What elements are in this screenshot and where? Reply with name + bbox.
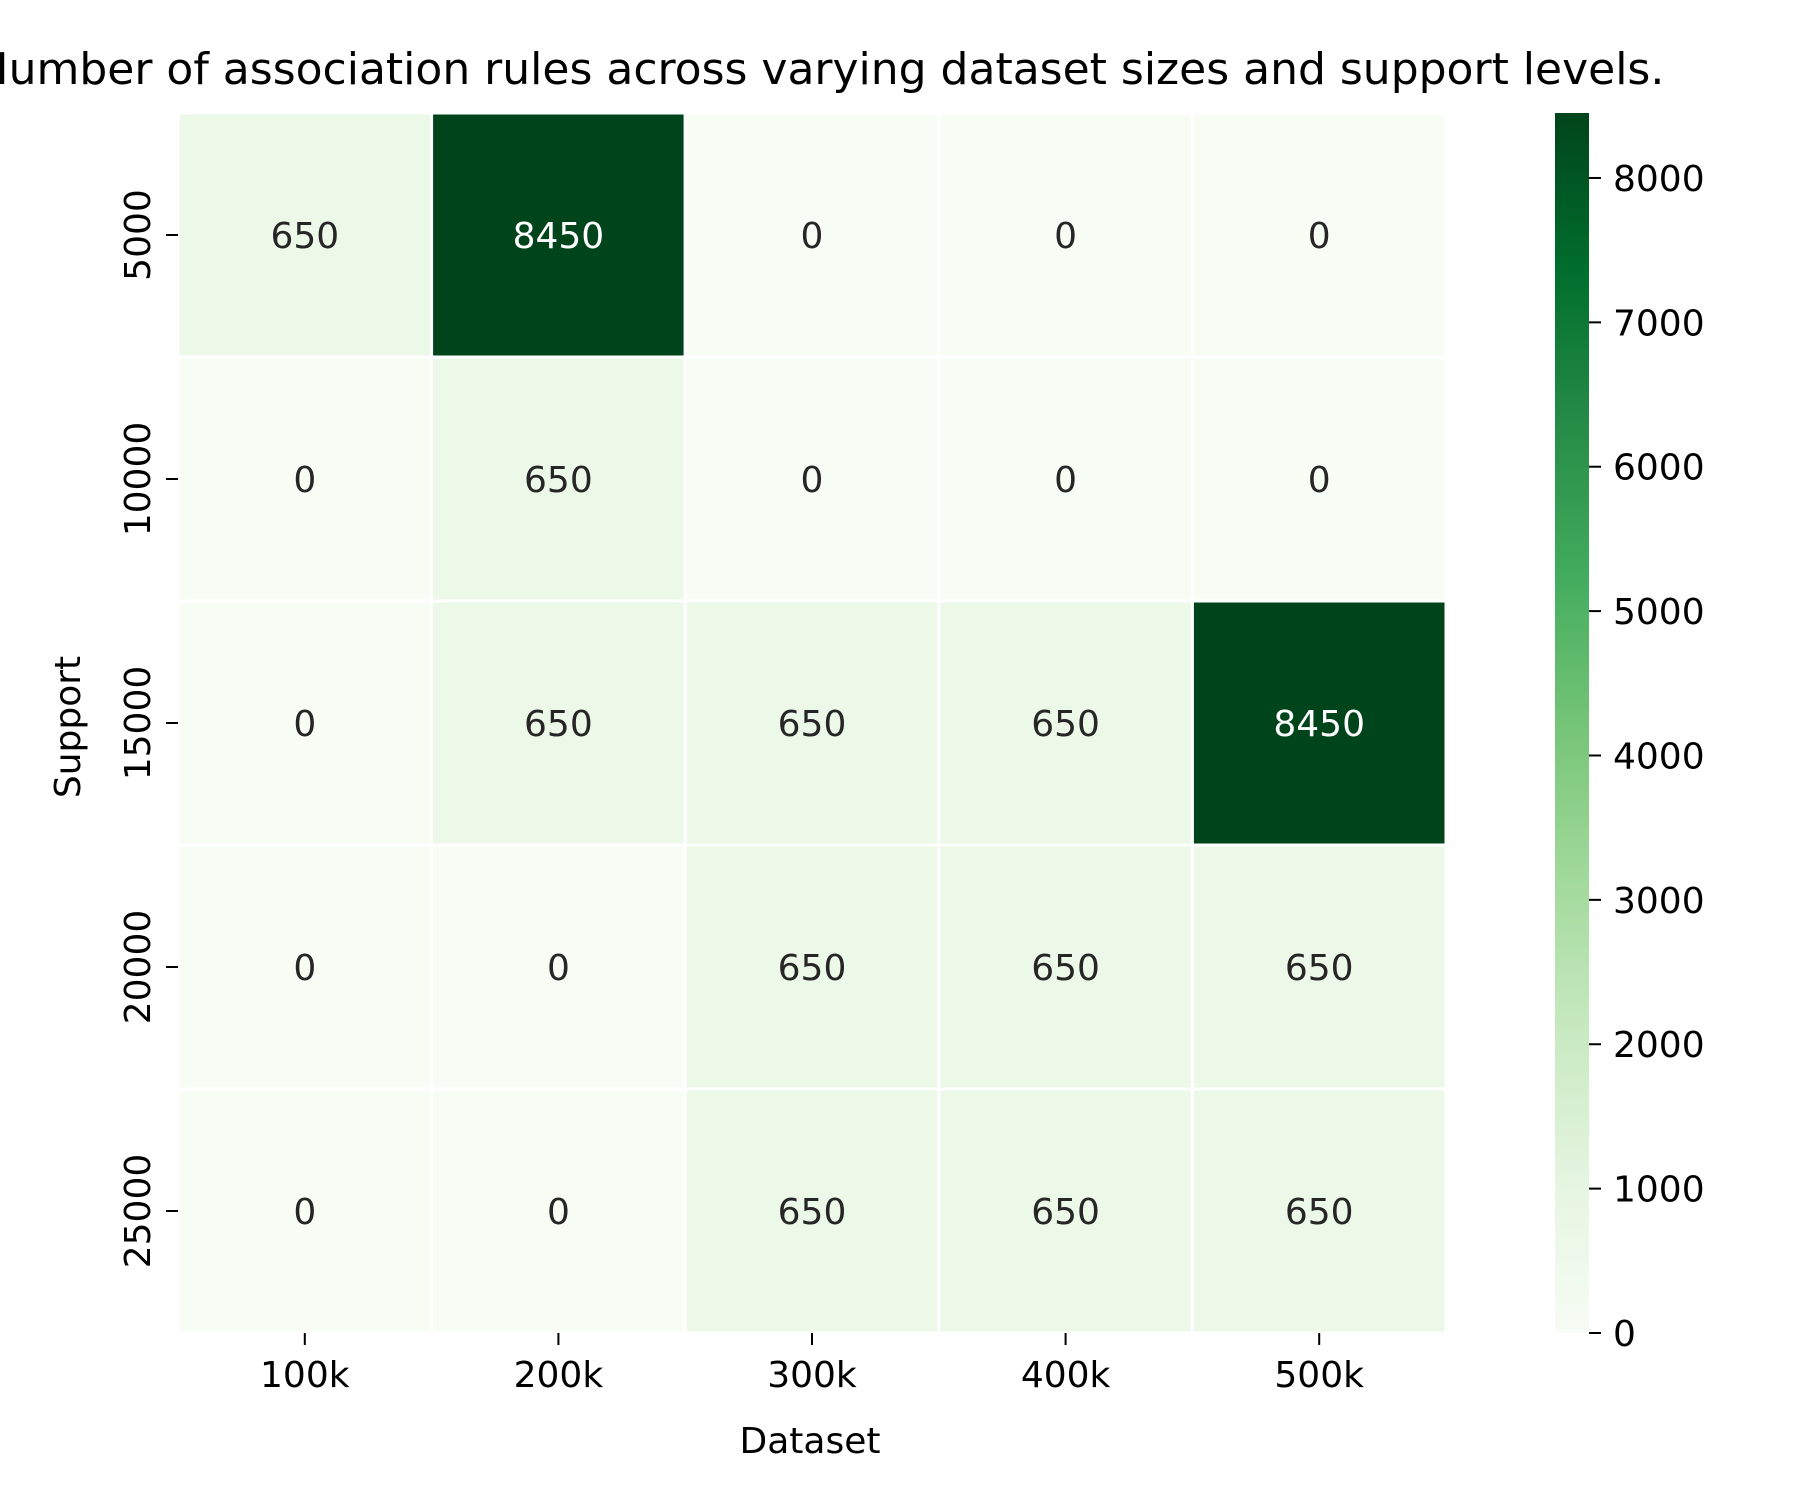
heatmap-cell — [1190, 843, 1448, 1091]
y-tick-label: 10000 — [118, 422, 159, 537]
cell-value-label: 0 — [293, 460, 316, 501]
y-tick-label: 15000 — [118, 666, 159, 781]
cell-value-label: 650 — [524, 460, 593, 501]
heatmap-cells: 650 8450 0 0 0 0 650 0 0 0 0 650 650 650 8450 0 0 650 650 6… — [176, 111, 1448, 1335]
cell-value-label: 650 — [1031, 1192, 1100, 1233]
heatmap-cell — [176, 355, 434, 603]
cell-value-label: 0 — [1308, 216, 1331, 257]
cell-value-label: 650 — [1031, 948, 1100, 989]
cell-value-label: 0 — [1054, 460, 1077, 501]
y-tick-label: 20000 — [118, 910, 159, 1025]
colorbar-tick-label: 7000 — [1613, 303, 1705, 344]
x-tick-label: 300k — [767, 1355, 857, 1396]
cell-value-label: 0 — [801, 216, 824, 257]
colorbar-gradient — [1555, 113, 1589, 1333]
colorbar-tick-label: 4000 — [1613, 736, 1705, 777]
heatmap-cell — [683, 355, 941, 603]
x-tick-label: 500k — [1274, 1355, 1364, 1396]
colorbar-tick-label: 1000 — [1613, 1170, 1705, 1211]
cell-value-label: 650 — [778, 1192, 847, 1233]
cell-value-label: 650 — [1285, 948, 1354, 989]
heatmap-cell — [1190, 1087, 1448, 1335]
heatmap-cell — [683, 599, 941, 847]
cell-value-label: 650 — [270, 216, 339, 257]
colorbar-tick-label: 2000 — [1613, 1025, 1705, 1066]
cell-value-label: 650 — [778, 704, 847, 745]
colorbar-tick-label: 0 — [1613, 1314, 1636, 1355]
cell-value-label: 0 — [293, 948, 316, 989]
cell-value-label: 0 — [547, 948, 570, 989]
x-axis: 100k 200k 300k 400k 500k — [260, 1333, 1364, 1396]
y-axis-label: Support — [48, 656, 89, 798]
x-tick-label: 200k — [514, 1355, 604, 1396]
cell-value-label: 8450 — [1273, 704, 1365, 745]
x-tick-label: 100k — [260, 1355, 350, 1396]
x-axis-label: Dataset — [740, 1421, 881, 1462]
colorbar-tick-label: 5000 — [1613, 592, 1705, 633]
colorbar-tick-label: 3000 — [1613, 881, 1705, 922]
cell-value-label: 8450 — [513, 216, 605, 257]
heatmap-cell — [1190, 111, 1448, 359]
heatmap-cell — [937, 843, 1194, 1091]
y-axis: 5000 10000 15000 20000 25000 — [118, 189, 178, 1268]
cell-value-label: 0 — [293, 704, 316, 745]
heatmap-cell — [683, 1087, 941, 1335]
heatmap-cell — [430, 111, 687, 359]
heatmap-cell — [430, 1087, 687, 1335]
heatmap-cell — [1190, 355, 1448, 603]
cell-value-label: 650 — [1031, 704, 1100, 745]
heatmap-cell — [430, 843, 687, 1091]
colorbar-tick-label: 8000 — [1613, 159, 1705, 200]
y-tick-label: 5000 — [118, 189, 159, 281]
heatmap-cell — [430, 599, 687, 847]
cell-value-label: 0 — [547, 1192, 570, 1233]
heatmap-cell — [176, 1087, 434, 1335]
colorbar: 0 1000 2000 3000 4000 5000 6000 7000 8000 — [1555, 113, 1705, 1355]
heatmap-cell — [683, 111, 941, 359]
heatmap-cell — [683, 843, 941, 1091]
heatmap-cell — [937, 111, 1194, 359]
cell-value-label: 650 — [524, 704, 593, 745]
cell-value-label: 0 — [801, 460, 824, 501]
heatmap-cell — [176, 111, 434, 359]
cell-value-label: 0 — [1054, 216, 1077, 257]
cell-value-label: 650 — [778, 948, 847, 989]
y-tick-label: 25000 — [118, 1154, 159, 1269]
cell-value-label: 0 — [293, 1192, 316, 1233]
chart-title: Number of association rules across varyi… — [0, 44, 1664, 95]
colorbar-tick-label: 6000 — [1613, 448, 1705, 489]
cell-value-label: 650 — [1285, 1192, 1354, 1233]
x-tick-label: 400k — [1021, 1355, 1111, 1396]
cell-value-label: 0 — [1308, 460, 1331, 501]
heatmap-cell — [937, 599, 1194, 847]
heatmap-cell — [1190, 599, 1448, 847]
